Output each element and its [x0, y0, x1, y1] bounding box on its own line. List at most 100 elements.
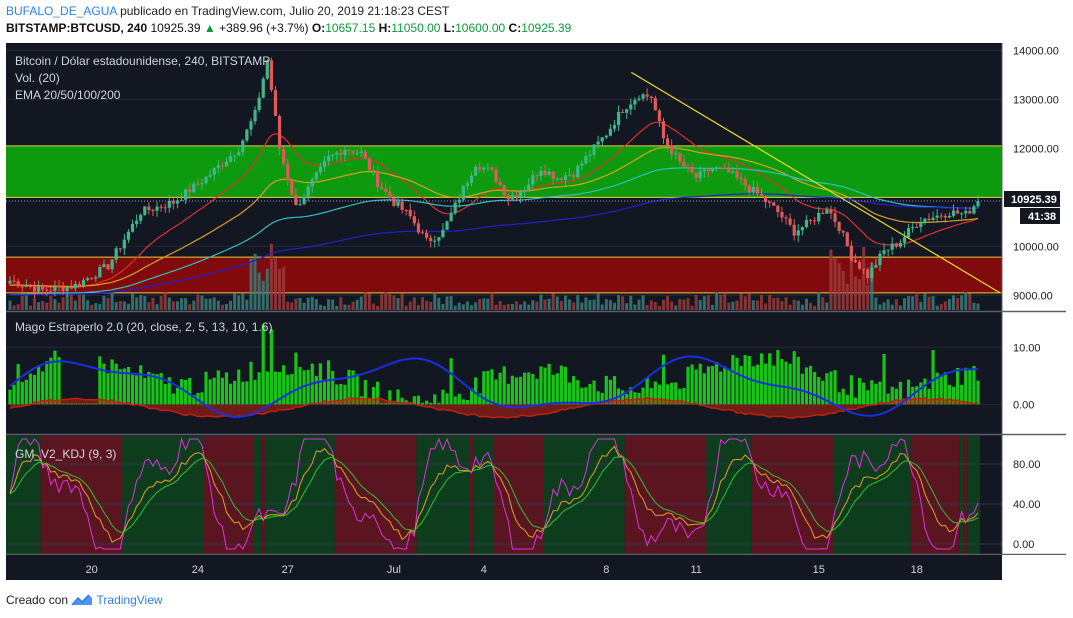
candle	[567, 174, 572, 176]
osc-bar	[584, 387, 588, 405]
volume-bar	[849, 245, 853, 310]
username-link[interactable]: BUFALO_DE_AGUA	[6, 4, 117, 18]
osc-bar	[277, 371, 282, 405]
volume-bar	[755, 300, 759, 310]
candle	[821, 212, 825, 214]
candle	[106, 264, 110, 270]
kdj-pane[interactable]	[6, 436, 1002, 554]
osc-bar	[800, 373, 804, 405]
volume-bar	[825, 302, 829, 310]
osc-bar	[731, 355, 735, 405]
candle	[894, 243, 898, 247]
volume-bar	[380, 294, 384, 310]
candle	[306, 186, 310, 197]
volume-bar	[694, 294, 698, 310]
candle	[139, 214, 143, 221]
candle	[286, 163, 290, 180]
close-label: C:	[508, 21, 522, 35]
candle	[862, 268, 866, 270]
candle	[825, 209, 829, 214]
candle	[184, 189, 188, 200]
candle	[902, 237, 907, 243]
candle	[474, 166, 478, 176]
main-pane[interactable]	[6, 49, 1002, 310]
candle	[192, 183, 196, 193]
osc-bar	[862, 382, 866, 405]
candle	[212, 168, 216, 175]
candle	[486, 167, 490, 169]
volume-bar	[886, 299, 890, 310]
osc-bar	[425, 400, 429, 405]
volume-bar	[404, 305, 408, 310]
osc-bar	[837, 392, 841, 405]
osc-bar	[24, 379, 28, 405]
volume-bar	[163, 292, 167, 310]
ema-50-line	[9, 146, 979, 288]
osc-bar	[20, 381, 24, 405]
tradingview-link[interactable]: TradingView	[96, 593, 163, 607]
osc-bar	[32, 374, 37, 405]
osc-bar	[196, 392, 200, 405]
volume-bar	[612, 302, 616, 310]
osc-bar	[355, 374, 359, 405]
volume-bar	[523, 301, 527, 310]
volume-bar	[278, 269, 282, 310]
candle	[49, 290, 53, 292]
volume-bar	[98, 304, 102, 310]
volume-bar	[253, 253, 257, 310]
volume-bar	[833, 257, 837, 310]
candle	[196, 183, 200, 185]
volume-bar	[923, 293, 927, 310]
oscillator-pane[interactable]	[6, 324, 1002, 419]
volume-bar	[180, 298, 184, 310]
volume-bar	[376, 305, 380, 310]
candle	[882, 250, 886, 254]
osc-bar	[12, 384, 16, 405]
candle	[24, 286, 28, 288]
candle	[265, 60, 269, 79]
volume-bar	[61, 297, 65, 310]
osc-bar	[572, 376, 576, 405]
osc-bar	[849, 375, 853, 405]
candle	[253, 110, 257, 122]
volume-bar	[143, 296, 147, 310]
osc-bar	[608, 379, 613, 405]
volume-bar	[972, 302, 976, 310]
osc-bar	[457, 393, 461, 405]
osc-bar	[502, 366, 506, 405]
volume-bar	[216, 300, 220, 310]
candle	[98, 266, 102, 278]
candle	[367, 158, 372, 170]
candle	[114, 248, 118, 260]
volume-bar	[796, 300, 800, 310]
candle	[968, 210, 972, 214]
volume-bar	[49, 295, 53, 310]
candle	[420, 232, 425, 234]
osc-bar	[759, 353, 764, 405]
osc-bar	[543, 367, 547, 405]
candle	[690, 166, 694, 173]
osc-bar	[102, 363, 106, 405]
candle	[808, 219, 813, 221]
candle	[592, 144, 596, 155]
osc-bar	[768, 353, 772, 405]
volume-bar	[715, 292, 719, 310]
osc-bar	[935, 372, 939, 405]
volume-bar	[935, 305, 939, 310]
osc-bar	[486, 370, 490, 405]
time-tick-label: Jul	[387, 564, 401, 576]
osc-bar	[437, 402, 441, 405]
candle	[531, 175, 535, 185]
osc-bar	[171, 393, 175, 405]
candle	[976, 200, 980, 207]
candle	[171, 201, 175, 204]
osc-bar	[126, 366, 131, 405]
osc-bar	[514, 377, 519, 405]
volume-bar	[384, 292, 388, 310]
candle	[290, 179, 294, 195]
candle	[208, 174, 212, 177]
volume-bar	[747, 293, 751, 310]
time-tick-label: 4	[481, 564, 487, 576]
osc-bar	[233, 380, 237, 405]
